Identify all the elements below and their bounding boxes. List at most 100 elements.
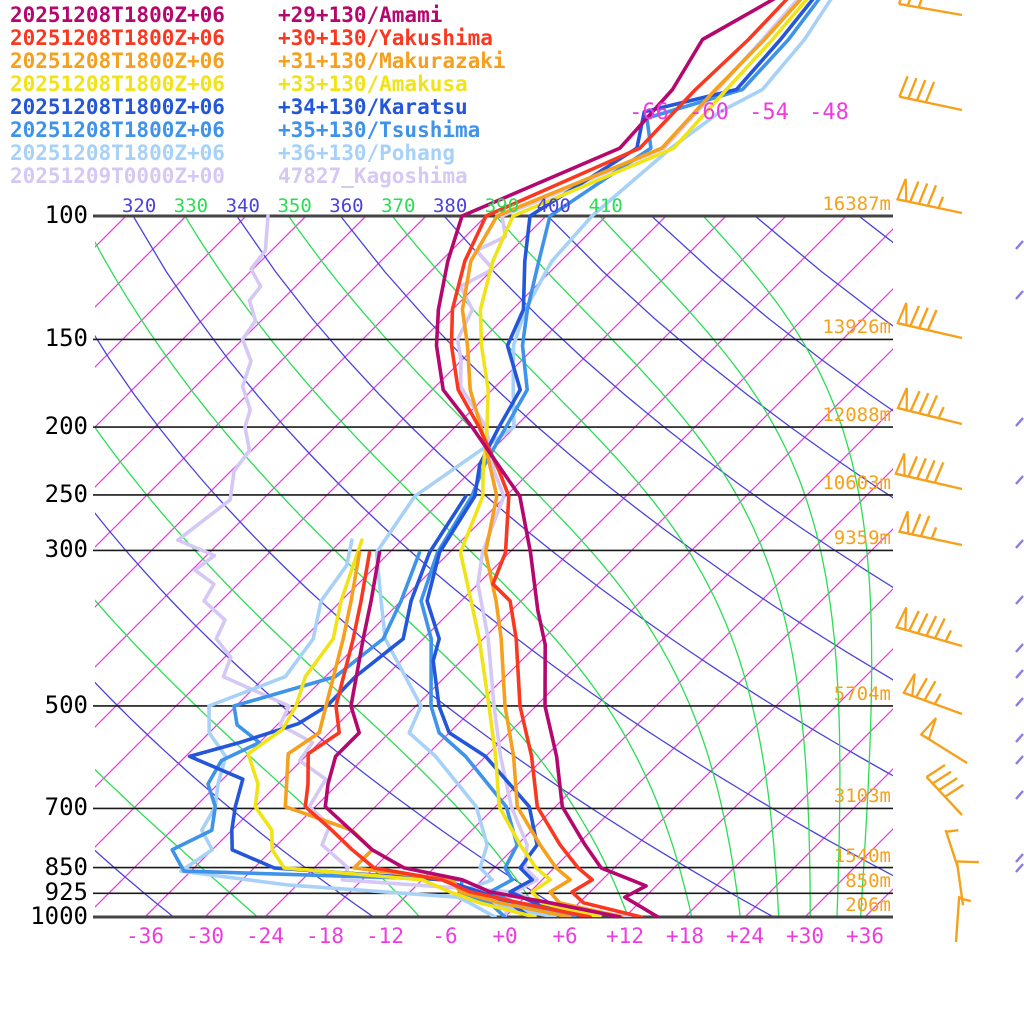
legend-entry: 20251208T1800Z+06 +29+130/Amami <box>10 3 442 27</box>
wind-barb <box>897 510 963 547</box>
isotherm-top-label: -60 <box>689 100 729 125</box>
legend-station-name: +34+130/Karatsu <box>278 95 468 119</box>
theta-top-label-dry: 380 <box>432 195 468 217</box>
height-label: 10603m <box>822 471 891 494</box>
pressure-axis-label: 200 <box>44 412 88 441</box>
dewpoint-trace-+33+130/Amakusa <box>246 538 537 917</box>
temperature-axis-label: -24 <box>246 924 284 948</box>
pressure-axis-label: 100 <box>44 201 88 229</box>
isotherm-top-label: -66 <box>629 100 669 125</box>
temperature-axis-label: -36 <box>126 924 164 948</box>
wind-barb <box>897 0 963 17</box>
pressure-axis-label: 700 <box>44 793 88 822</box>
wind-barb <box>894 453 963 491</box>
isotherm-top-label: -54 <box>749 100 789 125</box>
temperature-trace-+31+130/Makurazaki <box>460 0 803 917</box>
theta-top-label-moist: 350 <box>277 195 312 217</box>
theta-top-label-moist: 330 <box>173 195 209 217</box>
height-label: 12088m <box>822 404 891 427</box>
legend-timestamp: 20251208T1800Z+06 <box>10 26 225 50</box>
pressure-level-lines <box>93 214 893 919</box>
pressure-axis-label: 250 <box>44 479 88 508</box>
height-label: 13926m <box>822 316 891 339</box>
theta-top-label-moist: 390 <box>484 195 520 217</box>
temperature-trace-+33+130/Amakusa <box>458 0 809 917</box>
height-label: 850m <box>845 870 891 893</box>
legend-station-name: +36+130/Pohang <box>278 141 456 165</box>
legend-timestamp: 20251208T1800Z+06 <box>10 141 225 165</box>
temperature-trace-+30+130/Yakushima <box>449 0 789 917</box>
legend-timestamp: 20251208T1800Z+06 <box>10 118 225 142</box>
legend-timestamp: 20251208T1800Z+06 <box>10 49 225 73</box>
legend-timestamp: 20251208T1800Z+06 <box>10 72 225 96</box>
isotherm-top-label: -48 <box>809 100 849 125</box>
theta-top-label-dry: 360 <box>329 195 364 217</box>
temperature-axis-label: -18 <box>306 924 344 948</box>
pressure-axis-label: 300 <box>44 535 88 564</box>
dewpoint-trace-47827_Kagoshima <box>176 214 514 917</box>
wind-barb-column <box>894 0 979 943</box>
wind-barb <box>902 673 963 716</box>
pressure-axis-label: 850 <box>44 852 88 881</box>
temperature-axis-label: +30 <box>786 924 824 948</box>
theta-top-label-moist: 410 <box>588 195 623 217</box>
legend-timestamp: 20251208T1800Z+06 <box>10 95 225 119</box>
legend-timestamp: 20251209T0000Z+00 <box>10 164 225 188</box>
temperature-axis-label: +36 <box>846 924 884 948</box>
legend-entry: 20251208T1800Z+06 +36+130/Pohang <box>10 141 455 165</box>
legend-station-name: +33+130/Amakusa <box>278 72 468 96</box>
height-label: 5704m <box>833 682 891 705</box>
height-label: 3103m <box>833 785 891 808</box>
temperature-axis-label: -12 <box>366 924 404 948</box>
temperature-axis-label: +18 <box>666 924 704 948</box>
height-label: 9359m <box>833 527 891 550</box>
right-edge-clipped-barbs <box>1015 240 1024 873</box>
temperature-axis-label: -30 <box>186 924 224 948</box>
temperature-trace-+34+130/Karatsu <box>425 0 815 917</box>
wind-barb <box>954 896 972 943</box>
pressure-axis-label: 925 <box>44 878 88 907</box>
height-label: 16387m <box>822 193 891 215</box>
legend-timestamp: 20251208T1800Z+06 <box>10 3 225 27</box>
dewpoint-trace-+30+130/Yakushima <box>303 550 592 917</box>
temperature-axis-label: +24 <box>726 924 764 948</box>
temperature-axis-label: -6 <box>432 924 458 948</box>
dewpoint-trace-+36+130/Pohang <box>179 538 497 917</box>
legend-station-name: +30+130/Yakushima <box>278 26 493 50</box>
temperature-axis-label: +0 <box>492 924 518 948</box>
wind-barb <box>898 75 963 112</box>
legend-entry: 20251208T1800Z+06 +33+130/Amakusa <box>10 72 468 96</box>
temperature-axis-label: +12 <box>606 924 644 948</box>
legend-station-name: +35+130/Tsushima <box>278 118 481 142</box>
pressure-axis-label: 1000 <box>30 902 88 930</box>
legend-station-name: +29+130/Amami <box>278 3 443 27</box>
sounding-traces <box>170 0 833 917</box>
dewpoint-trace-+29+130/Amami <box>323 550 622 917</box>
pressure-axis-label: 150 <box>44 324 88 353</box>
theta-top-label-dry: 340 <box>225 195 260 217</box>
theta-top-label-dry: 320 <box>121 195 157 217</box>
pressure-axis-label: 500 <box>44 690 88 719</box>
legend-entry: 20251208T1800Z+06 +30+130/Yakushima <box>10 26 493 50</box>
wind-barb <box>896 302 963 340</box>
legend-entry: 20251208T1800Z+06 +31+130/Makurazaki <box>10 49 506 73</box>
theta-top-label-moist: 370 <box>381 195 416 217</box>
wind-barb <box>895 607 963 648</box>
height-label: 1540m <box>833 844 891 867</box>
height-label: 206m <box>845 894 891 916</box>
wind-barb <box>925 763 965 816</box>
temperature-axis-label: +6 <box>552 924 578 948</box>
legend-station-name: +31+130/Makurazaki <box>278 49 506 73</box>
wind-barb <box>919 717 968 765</box>
temperature-trace-+29+130/Amami <box>434 0 776 917</box>
theta-top-label-dry: 400 <box>536 195 571 217</box>
legend-entry: 20251209T0000Z+00 47827_Kagoshima <box>10 164 468 188</box>
wind-barb <box>896 387 963 426</box>
legend-entry: 20251208T1800Z+06 +35+130/Tsushima <box>10 118 480 142</box>
dewpoint-trace-+35+130/Tsushima <box>170 550 507 917</box>
wind-barb <box>895 178 963 215</box>
legend-entry: 20251208T1800Z+06 +34+130/Karatsu <box>10 95 468 119</box>
legend-station-name: 47827_Kagoshima <box>278 164 468 188</box>
